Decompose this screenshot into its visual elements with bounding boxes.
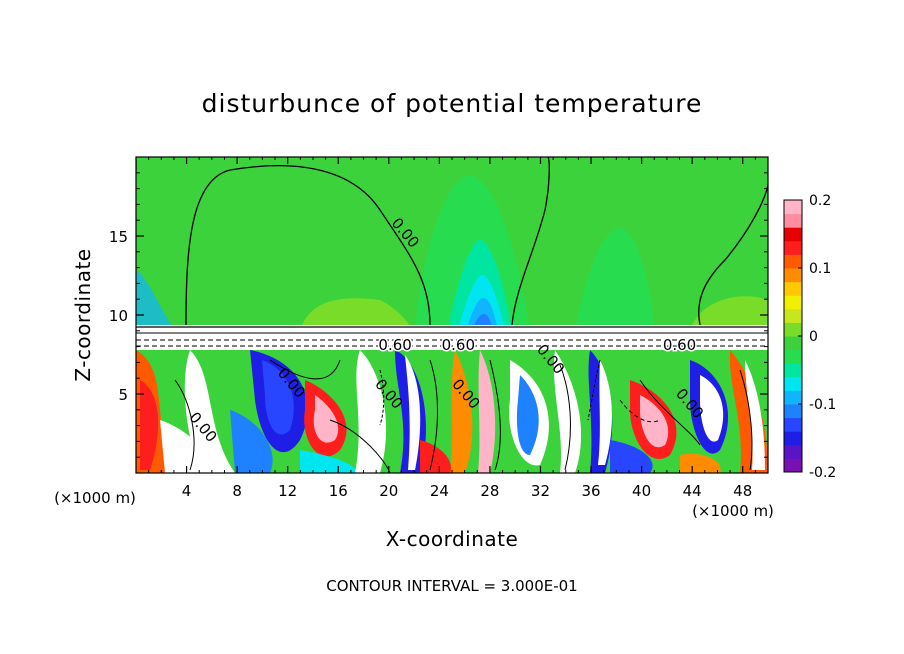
y-axis-title: Z-coordinate [71,248,95,381]
colorbar-tick-label: -0.2 [809,465,836,481]
contour-label: 0.60 [442,336,475,354]
x-unit-label-left: (×1000 m) [54,489,136,507]
colorbar-segment [784,376,802,391]
x-tick-label: 32 [531,482,550,500]
colorbar-segment [784,268,802,283]
colorbar-segment [784,308,802,323]
colorbar-segment [784,431,802,446]
colorbar-segment [784,349,802,364]
turbulent-patterns [136,350,768,473]
plot-area [136,157,768,473]
upper-anomaly-blob [575,228,655,330]
colorbar-segment [784,363,802,378]
contour-label: 0.60 [378,336,411,354]
colorbar-segment [784,444,802,459]
colorbar-segment [784,254,802,269]
colorbar-segment [784,390,802,405]
x-tick-label: 48 [733,482,752,500]
colorbar-tick-label: 0.2 [809,193,831,209]
colorbar-segment [784,213,802,228]
x-unit-label-right: (×1000 m) [692,502,774,520]
x-tick-label: 28 [480,482,499,500]
contour-label: 0.60 [663,336,696,354]
y-tick-label: 15 [109,228,128,246]
colorbar-segment [784,417,802,432]
y-tick-label: 10 [109,307,128,325]
x-tick-label: 20 [379,482,398,500]
colorbar-tick-label: 0.1 [809,261,831,277]
x-tick-label: 40 [632,482,651,500]
chart-title: disturbunce of potential temperature [202,89,703,118]
x-tick-label: 44 [683,482,702,500]
contour-interval-note: CONTOUR INTERVAL = 3.000E-01 [326,577,577,595]
colorbar-segment [784,458,802,473]
x-tick-label: 8 [232,482,242,500]
x-tick-label: 36 [581,482,600,500]
colorbar-segment [784,295,802,310]
colorbar-segment [784,227,802,242]
x-tick-label: 24 [430,482,449,500]
x-tick-label: 12 [278,482,297,500]
colorbar-segment [784,200,802,215]
contour-lines [136,157,768,326]
x-tick-label: 16 [329,482,348,500]
upper-anomaly-blob [136,270,175,330]
y-axis: 5 10 15 [109,172,768,458]
colorbar-segment [784,404,802,419]
colorbar-segment [784,281,802,296]
x-axis-title: X-coordinate [386,527,519,551]
colorbar-segment [784,322,802,337]
y-tick-label: 5 [118,386,128,404]
upper-anomaly-blob [300,298,412,330]
colorbar-segment [784,336,802,351]
colorbar-tick-label: 0 [809,329,818,345]
x-tick-label: 4 [182,482,192,500]
contour-lines-lower [174,359,753,473]
x-axis: 4 8 12 16 20 24 28 32 36 40 44 48 [148,157,756,500]
colorbar-segment [784,240,802,255]
colorbar-tick-label: -0.1 [809,397,836,413]
colorbar: 0.2 0.1 0 -0.1 -0.2 [783,193,836,481]
upper-anomaly-blob [690,296,768,330]
